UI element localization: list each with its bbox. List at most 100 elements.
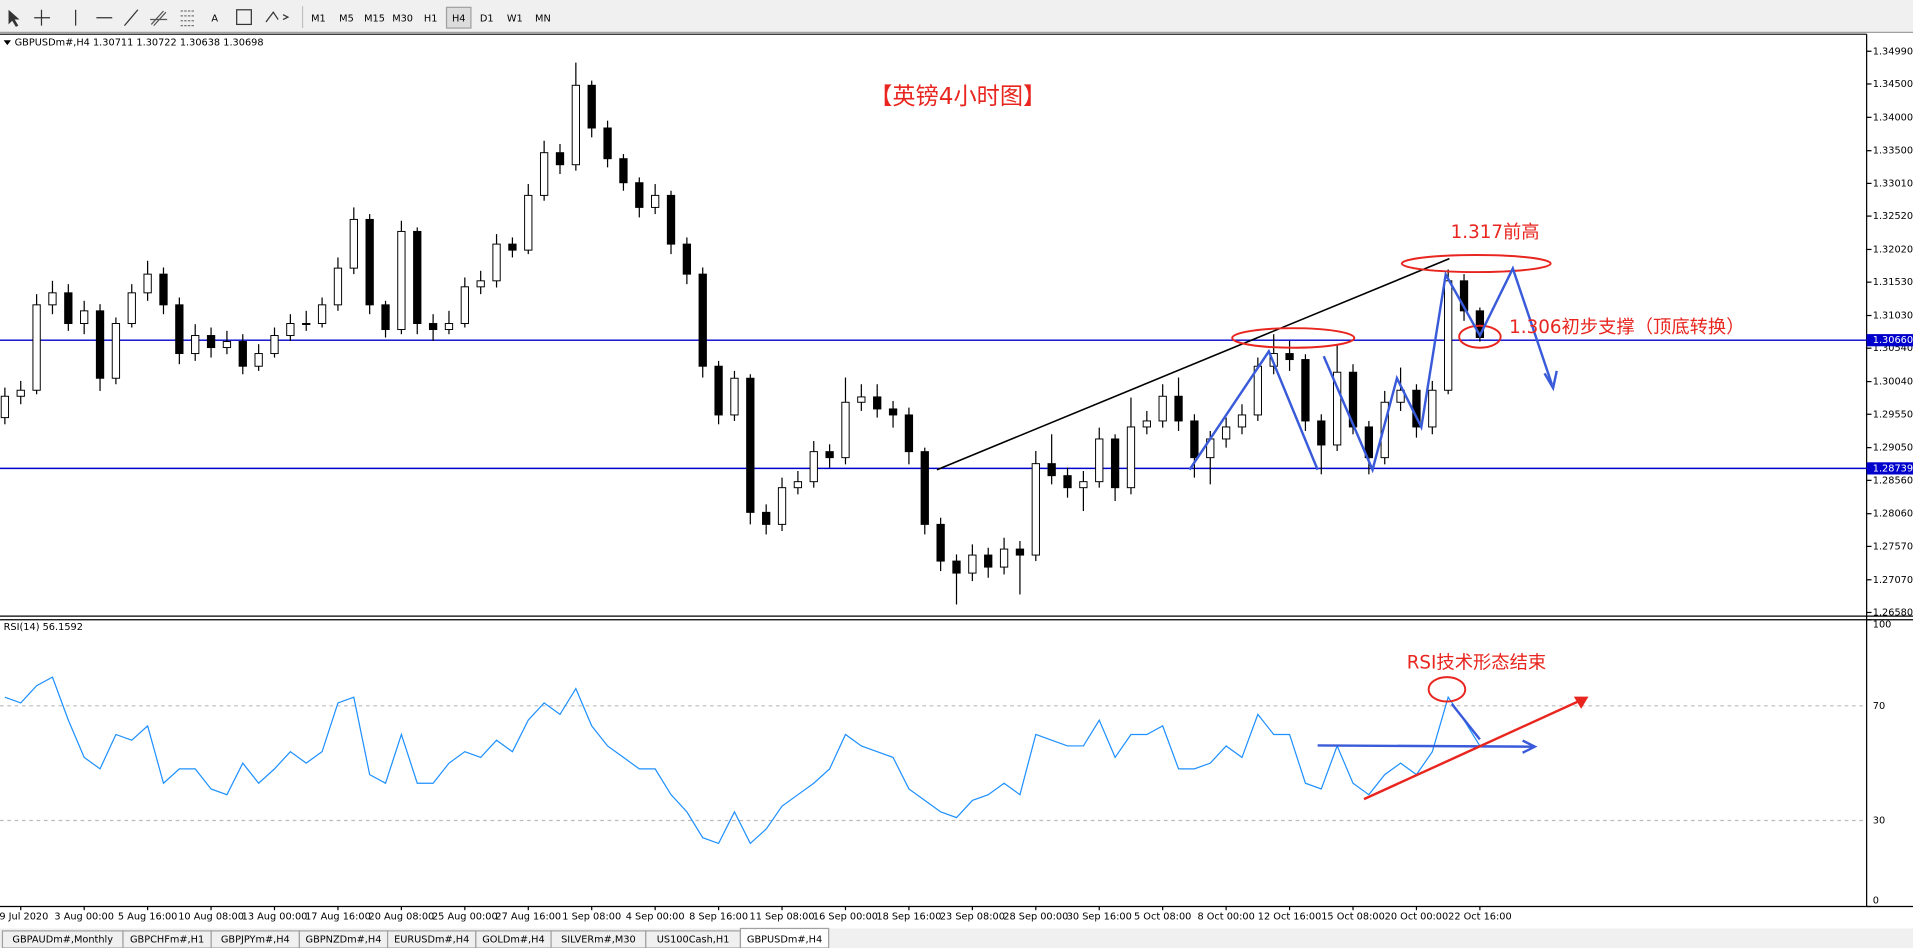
tab-label[interactable]: GBPJPYm#,H4 bbox=[221, 934, 290, 945]
x-tick-label: 10 Aug 08:00 bbox=[178, 911, 244, 922]
candle-body bbox=[1079, 481, 1088, 489]
candle-body bbox=[444, 323, 454, 331]
x-tick-label: 29 Jul 2020 bbox=[0, 911, 48, 922]
arrow-head bbox=[1522, 739, 1538, 754]
y-tick-label: 1.29050 bbox=[1873, 443, 1913, 454]
candle-body bbox=[286, 323, 295, 337]
candle-body bbox=[936, 523, 945, 562]
candle-body bbox=[539, 152, 549, 196]
candle-body bbox=[1158, 395, 1167, 422]
candle-body bbox=[349, 218, 358, 269]
candle-body bbox=[968, 554, 977, 574]
timeframe-button[interactable]: M1 bbox=[311, 13, 326, 24]
annotation: RSI技术形态结束 bbox=[1407, 653, 1547, 674]
chart-menu[interactable] bbox=[3, 40, 11, 46]
y-tick-label: 1.30540 bbox=[1873, 343, 1913, 354]
candle-body bbox=[413, 230, 422, 325]
y-tick-label: 1.28560 bbox=[1873, 475, 1913, 486]
x-tick-label: 5 Oct 08:00 bbox=[1134, 911, 1191, 922]
tab-label[interactable]: EURUSDm#,H4 bbox=[394, 934, 469, 945]
trendline-tool[interactable] bbox=[123, 9, 139, 27]
tab-label[interactable]: GBPAUDm#,Monthly bbox=[12, 934, 113, 945]
y-tick-label: 1.34500 bbox=[1873, 79, 1913, 90]
candle-body bbox=[460, 286, 469, 325]
y-tick-label: 1.32020 bbox=[1873, 244, 1913, 255]
candle-body bbox=[746, 377, 755, 513]
x-tick-label: 25 Aug 00:00 bbox=[432, 911, 498, 922]
channel-tool[interactable] bbox=[150, 10, 168, 27]
y-tick-label: 1.29550 bbox=[1873, 409, 1913, 420]
candle-body bbox=[1221, 426, 1231, 440]
timeframe-button[interactable]: M5 bbox=[339, 13, 354, 24]
candle-body bbox=[1110, 438, 1120, 489]
candle-body bbox=[999, 548, 1009, 568]
candle-body bbox=[1301, 359, 1310, 422]
text-tool[interactable]: A bbox=[211, 13, 218, 24]
candle-body bbox=[730, 377, 739, 416]
y-tick-label: 1.30040 bbox=[1873, 377, 1913, 388]
arrows-tool[interactable] bbox=[265, 11, 290, 23]
x-tick-label: 11 Sep 08:00 bbox=[749, 911, 814, 922]
candle-body bbox=[714, 365, 723, 416]
crosshair-tool[interactable] bbox=[34, 9, 51, 26]
cursor-tool[interactable] bbox=[8, 9, 20, 27]
x-tick-label: 22 Oct 16:00 bbox=[1448, 911, 1512, 922]
price-tag-label: 1.30660 bbox=[1873, 335, 1913, 346]
tab-label[interactable]: GOLDm#,H4 bbox=[482, 934, 544, 945]
timeframe-bar: M1 M5 M15 M30 H1 H4 D1 W1 MN bbox=[311, 6, 551, 29]
candle-body bbox=[571, 84, 581, 166]
tab-label[interactable]: US100Cash,H1 bbox=[657, 934, 730, 945]
candle-body bbox=[333, 267, 343, 306]
candle-body bbox=[222, 341, 232, 349]
timeframe-button[interactable]: MN bbox=[535, 13, 551, 24]
timeframe-button[interactable]: W1 bbox=[507, 13, 523, 24]
candle-body bbox=[809, 451, 818, 483]
x-tick-label: 27 Aug 16:00 bbox=[495, 911, 561, 922]
candle-body bbox=[1285, 353, 1294, 361]
candle-body bbox=[143, 273, 152, 294]
candle-body bbox=[904, 414, 914, 453]
tabs: GBPAUDm#,Monthly GBPCHFm#,H1 GBPJPYm#,H4 GB… bbox=[1, 927, 830, 948]
timeframe-button[interactable]: H4 bbox=[452, 13, 466, 24]
candle-body bbox=[873, 396, 882, 410]
ellipse bbox=[1231, 327, 1356, 349]
x-tick-label: 28 Sep 00:00 bbox=[1003, 911, 1068, 922]
timeframe-button[interactable]: M30 bbox=[392, 13, 413, 24]
tab-label[interactable]: SILVERm#,M30 bbox=[561, 934, 636, 945]
candle-body bbox=[841, 401, 850, 459]
timeframe-button[interactable]: D1 bbox=[480, 13, 494, 24]
tab-label[interactable]: GBPUSDm#,H4 bbox=[747, 934, 822, 945]
y-tick-label: 1.33010 bbox=[1873, 178, 1913, 189]
candle-body bbox=[476, 280, 485, 288]
candle-body bbox=[111, 323, 121, 379]
annotation: 1.306初步支撑（顶底转换） bbox=[1509, 317, 1744, 338]
annotation-title: 【英镑4小时图】 bbox=[869, 83, 1046, 110]
x-tick-label: 13 Aug 00:00 bbox=[242, 911, 308, 922]
chart-header: GBPUSDm#,H4 1.30711 1.30722 1.30638 1.30… bbox=[15, 38, 264, 49]
candle-body bbox=[777, 487, 787, 525]
candle-body bbox=[381, 304, 390, 331]
rsi-trend-arrow bbox=[1363, 696, 1587, 801]
candle-body bbox=[1095, 438, 1104, 483]
label-tool[interactable] bbox=[236, 9, 252, 26]
y-tick-label: 1.33500 bbox=[1873, 146, 1913, 157]
timeframe-button[interactable]: M15 bbox=[364, 13, 385, 24]
candle-body bbox=[698, 273, 707, 367]
candle-body bbox=[1142, 420, 1151, 428]
price-tag bbox=[1866, 462, 1913, 475]
y-tick-label: 1.32520 bbox=[1873, 211, 1913, 222]
candle-body bbox=[666, 194, 676, 245]
candle-body bbox=[238, 341, 247, 367]
x-tick-label: 15 Oct 08:00 bbox=[1321, 911, 1385, 922]
candle-body bbox=[175, 304, 184, 355]
tab-label[interactable]: GBPCHFm#,H1 bbox=[130, 934, 204, 945]
x-tick-label: 18 Sep 16:00 bbox=[876, 911, 941, 922]
timeframe-button[interactable]: H1 bbox=[424, 13, 438, 24]
candle-body bbox=[888, 408, 898, 416]
tab-label[interactable]: GBPNZDm#,H4 bbox=[306, 934, 382, 945]
rsi-header: RSI(14) 56.1592 bbox=[4, 622, 83, 633]
fibo-tool[interactable] bbox=[180, 10, 196, 27]
arrow-head bbox=[1573, 696, 1589, 709]
